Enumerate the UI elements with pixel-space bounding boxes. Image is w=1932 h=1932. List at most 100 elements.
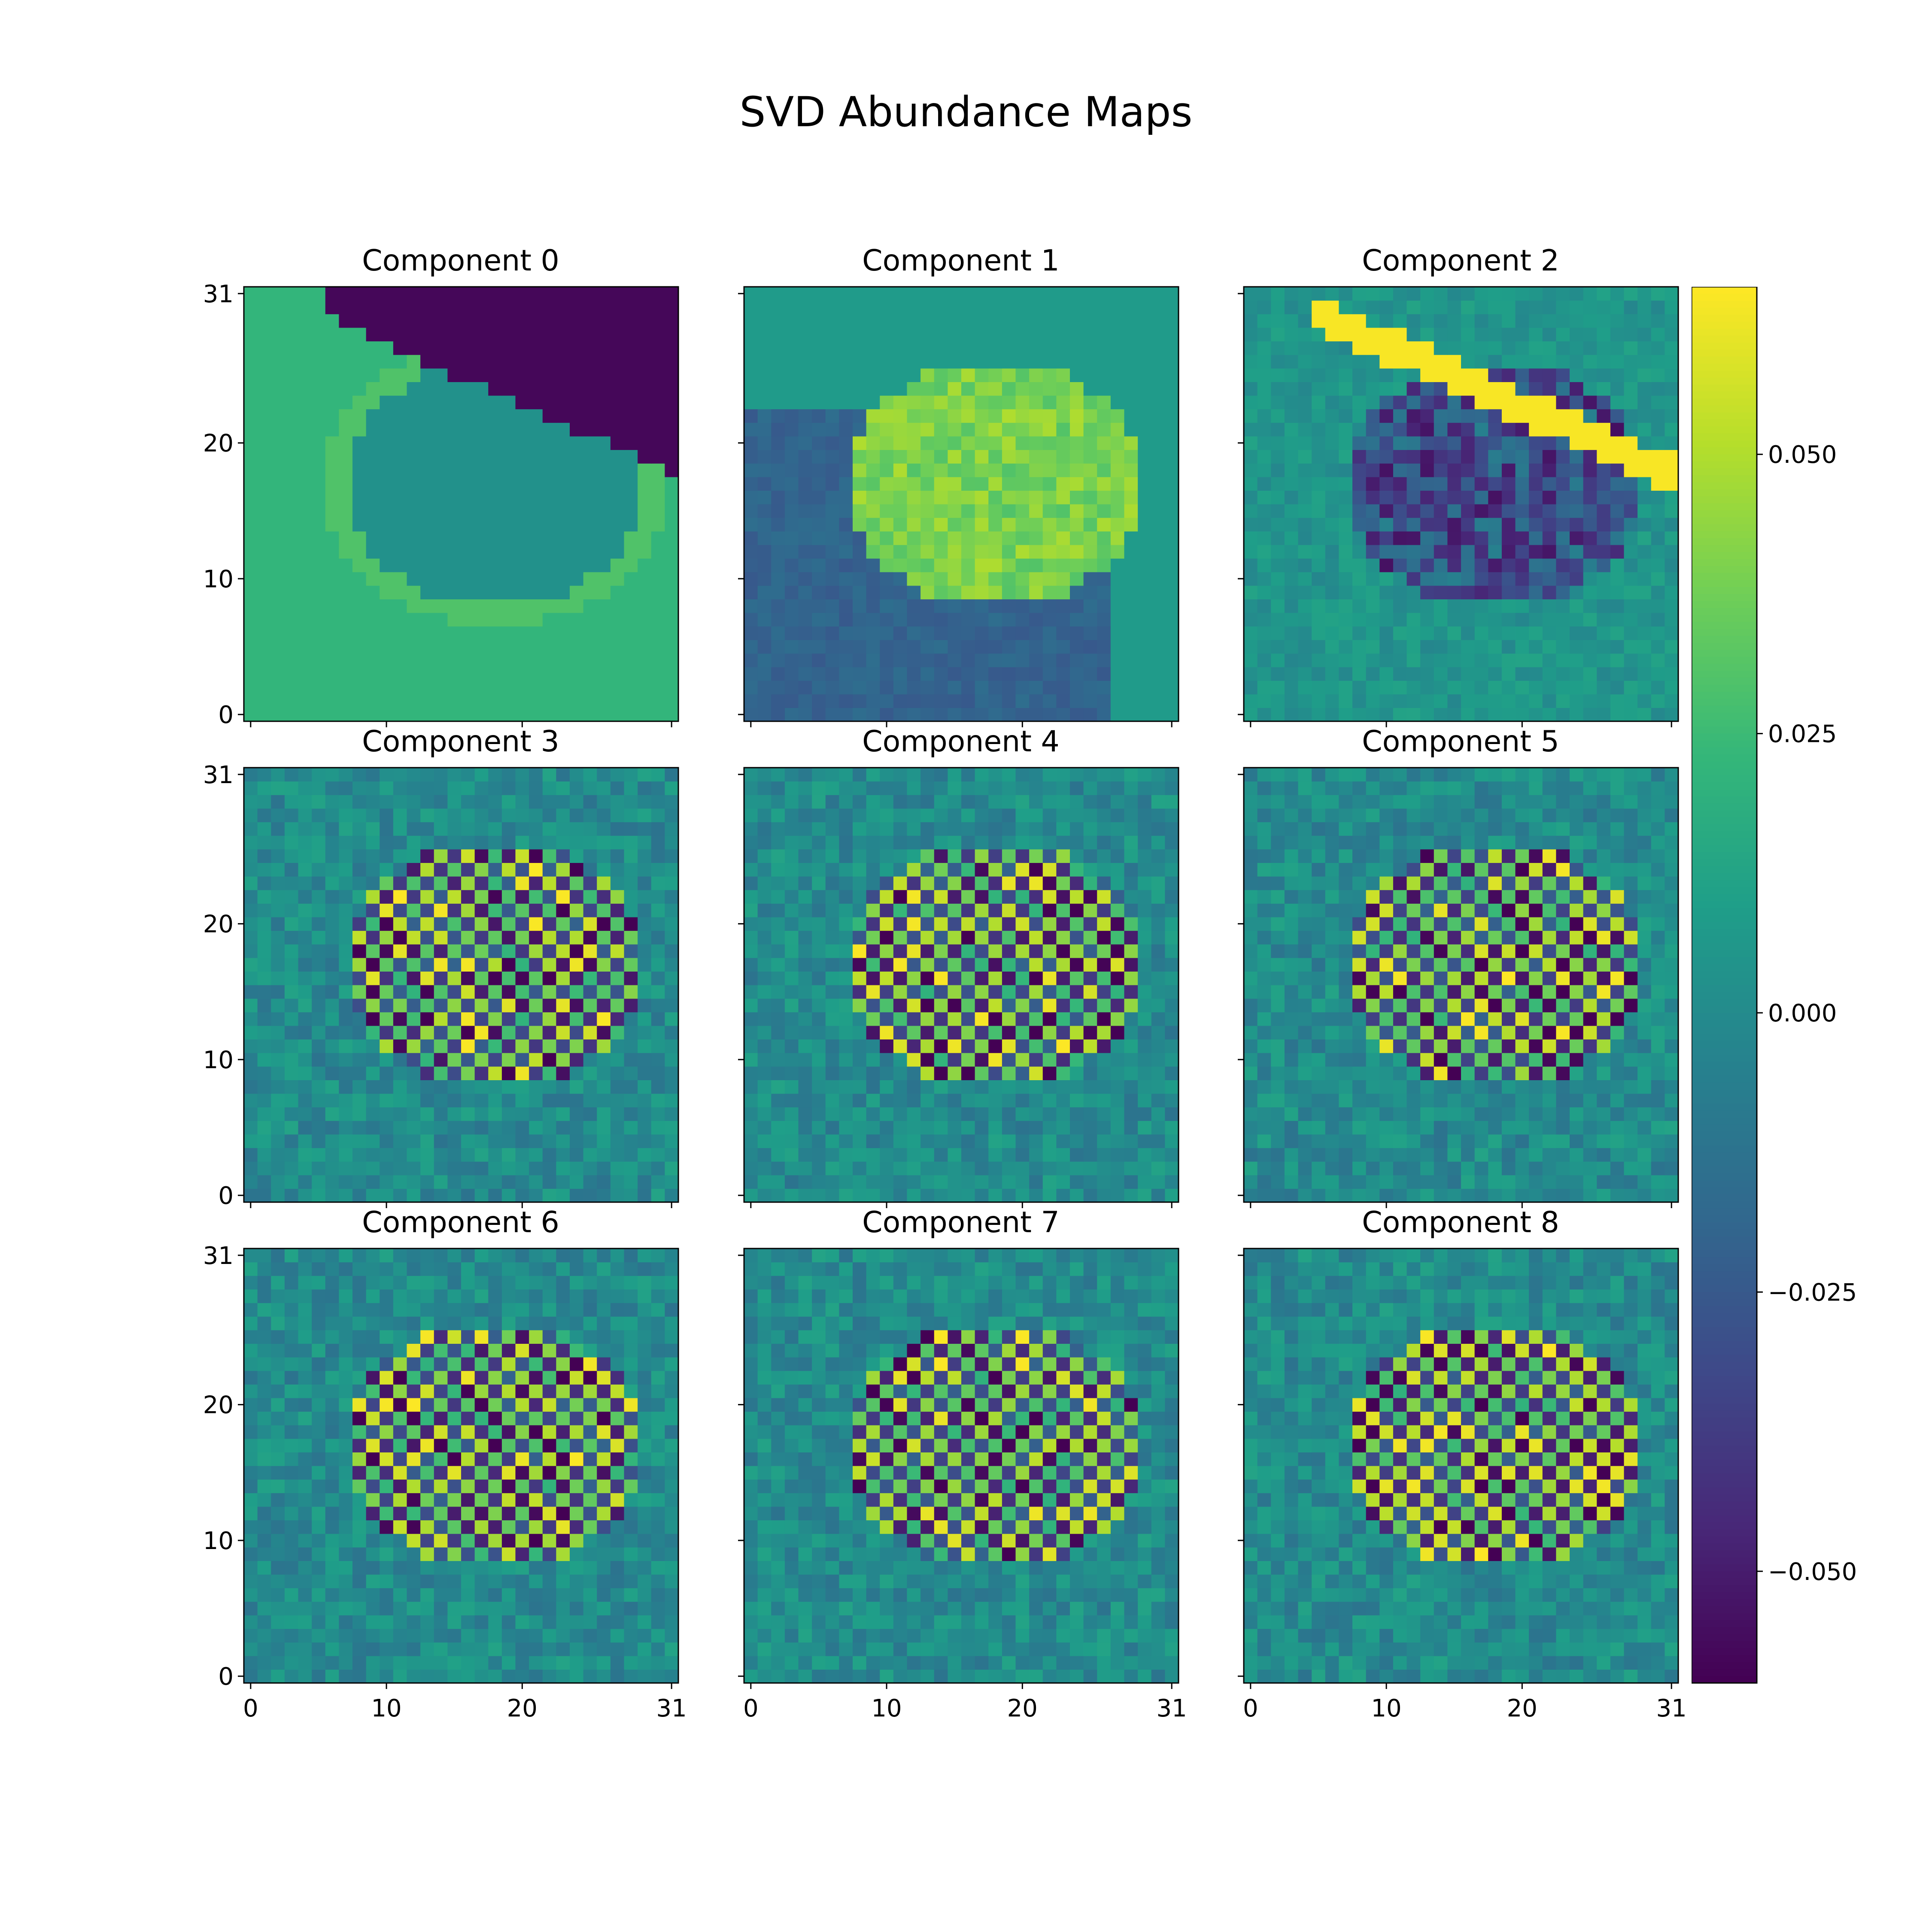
heatmap-cell	[961, 585, 975, 599]
heatmap-cell	[1015, 1066, 1030, 1080]
heatmap-cell	[1257, 626, 1271, 640]
heatmap-cell	[597, 341, 611, 355]
heatmap-cell	[298, 890, 312, 904]
heatmap-cell	[798, 1025, 812, 1040]
heatmap-cell	[1570, 613, 1584, 627]
heatmap-cell	[1002, 463, 1016, 477]
heatmap-cell	[880, 300, 894, 314]
heatmap-cell	[325, 863, 339, 877]
heatmap-cell	[771, 287, 785, 301]
heatmap-cell	[825, 971, 839, 985]
heatmap-cell	[366, 531, 380, 545]
heatmap-cell	[853, 490, 867, 504]
heatmap-cell	[339, 1066, 353, 1080]
heatmap-cell	[920, 382, 935, 396]
heatmap-cell	[920, 1161, 935, 1176]
heatmap-cell	[961, 558, 975, 572]
heatmap-cell	[1070, 1161, 1084, 1176]
heatmap-cell	[1165, 382, 1179, 396]
heatmap-cell	[853, 355, 867, 369]
heatmap-cell	[1056, 1012, 1070, 1026]
heatmap-cell	[474, 957, 489, 972]
heatmap-cell	[771, 314, 785, 328]
heatmap-cell	[1042, 477, 1057, 491]
heatmap-cell	[339, 1161, 353, 1176]
heatmap-cell	[1379, 640, 1394, 654]
heatmap-cell	[988, 341, 1002, 355]
heatmap-cell	[907, 708, 921, 722]
heatmap-cell	[1042, 436, 1057, 450]
heatmap-cell	[257, 1175, 271, 1189]
heatmap-cell	[1244, 395, 1258, 410]
heatmap-cell	[393, 985, 407, 999]
heatmap-cell	[1597, 422, 1611, 437]
heatmap-cell	[1002, 849, 1016, 863]
heatmap-cell	[244, 653, 258, 668]
heatmap-cell	[474, 544, 489, 559]
heatmap-cell	[1461, 531, 1475, 545]
heatmap-cell	[825, 626, 839, 640]
heatmap-cell	[1002, 694, 1016, 708]
heatmap-cell	[1339, 490, 1353, 504]
heatmap-cell	[474, 640, 489, 654]
heatmap-cell	[1029, 382, 1043, 396]
heatmap-cell	[853, 930, 867, 945]
heatmap-cell	[461, 653, 475, 668]
heatmap-cell	[556, 477, 570, 491]
heatmap-cell	[1597, 327, 1611, 342]
heatmap-cell	[461, 613, 475, 627]
heatmap-cell	[447, 1039, 462, 1053]
heatmap-cell	[515, 314, 529, 328]
heatmap-cell	[447, 463, 462, 477]
heatmap-cell	[1083, 903, 1097, 917]
heatmap-cell	[1501, 436, 1516, 450]
heatmap-cell	[271, 477, 285, 491]
heatmap-cell	[1138, 450, 1152, 464]
heatmap-cell	[1271, 327, 1285, 342]
heatmap-cell	[880, 1134, 894, 1148]
heatmap-cell	[380, 667, 394, 681]
heatmap-cell	[284, 1053, 299, 1067]
heatmap-cell	[515, 572, 529, 586]
heatmap-cell	[570, 930, 584, 945]
heatmap-cell	[1406, 422, 1421, 437]
heatmap-cell	[1637, 708, 1652, 722]
heatmap-cell	[352, 585, 367, 599]
heatmap-cell	[907, 1094, 921, 1108]
heatmap-cell	[812, 599, 826, 613]
heatmap-cell	[934, 985, 948, 999]
heatmap-cell	[1165, 314, 1179, 328]
heatmap-cell	[638, 355, 652, 369]
heatmap-cell	[461, 1161, 475, 1176]
heatmap-cell	[284, 1094, 299, 1108]
heatmap-cell	[624, 930, 638, 945]
heatmap-cell	[501, 835, 516, 850]
heatmap-cell	[529, 504, 543, 518]
heatmap-cell	[1610, 368, 1625, 382]
heatmap-cell	[757, 957, 772, 972]
heatmap-cell	[866, 944, 880, 958]
heatmap-cell	[434, 694, 448, 708]
heatmap-cell	[784, 1012, 799, 1026]
heatmap-cell	[1597, 477, 1611, 491]
heatmap-cell	[501, 436, 516, 450]
heatmap-cell	[244, 341, 258, 355]
heatmap-cell	[866, 287, 880, 301]
heatmap-cell	[624, 667, 638, 681]
heatmap-cell	[583, 890, 597, 904]
heatmap-cell	[380, 1148, 394, 1162]
heatmap-cell	[570, 490, 584, 504]
heatmap-cell	[420, 463, 434, 477]
heatmap-cell	[934, 613, 948, 627]
heatmap-cell	[651, 1161, 665, 1176]
heatmap-cell	[271, 998, 285, 1012]
heatmap-cell	[542, 341, 556, 355]
heatmap-cell	[407, 327, 421, 342]
heatmap-cell	[420, 680, 434, 695]
heatmap-cell	[529, 890, 543, 904]
heatmap-cell	[907, 1121, 921, 1135]
heatmap-cell	[1138, 585, 1152, 599]
heatmap-cell	[1515, 558, 1529, 572]
heatmap-cell	[529, 327, 543, 342]
heatmap-cell	[798, 504, 812, 518]
